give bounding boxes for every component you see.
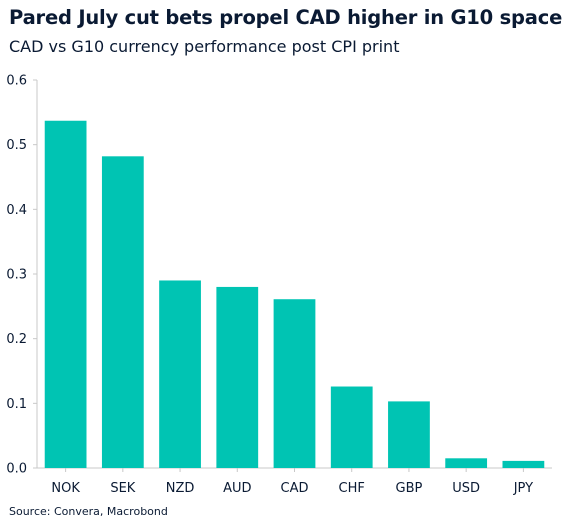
y-tick-label: 0.2 (6, 332, 27, 347)
source-note: Source: Convera, Macrobond (9, 505, 168, 518)
bar-usd (445, 458, 488, 468)
bar-jpy (502, 460, 545, 468)
x-tick-label: AUD (223, 481, 251, 496)
y-tick-label: 0.1 (6, 397, 27, 412)
x-tick-label: NOK (51, 481, 80, 496)
y-tick-label: 0.0 (6, 462, 27, 477)
y-tick-label: 0.3 (6, 268, 27, 283)
bar-nok (44, 120, 87, 469)
chart-title: Pared July cut bets propel CAD higher in… (9, 6, 563, 29)
y-tick-label: 0.4 (6, 203, 27, 218)
x-tick-label: NZD (166, 481, 195, 496)
bar-sek (101, 156, 144, 468)
bar-cad (273, 299, 316, 468)
y-tick-label: 0.5 (6, 138, 27, 153)
x-tick-label: USD (452, 481, 480, 496)
x-tick-label: JPY (513, 481, 533, 496)
y-tick-label: 0.6 (6, 74, 27, 89)
bar-aud (216, 286, 259, 468)
bar-chf (330, 386, 373, 468)
x-tick-label: CAD (281, 481, 309, 496)
bar-gbp (388, 401, 430, 468)
x-tick-label: GBP (396, 481, 423, 496)
chart-subtitle: CAD vs G10 currency performance post CPI… (9, 37, 400, 56)
bar-nzd (159, 280, 201, 468)
x-tick-label: CHF (339, 481, 365, 496)
x-tick-label: SEK (110, 481, 135, 496)
